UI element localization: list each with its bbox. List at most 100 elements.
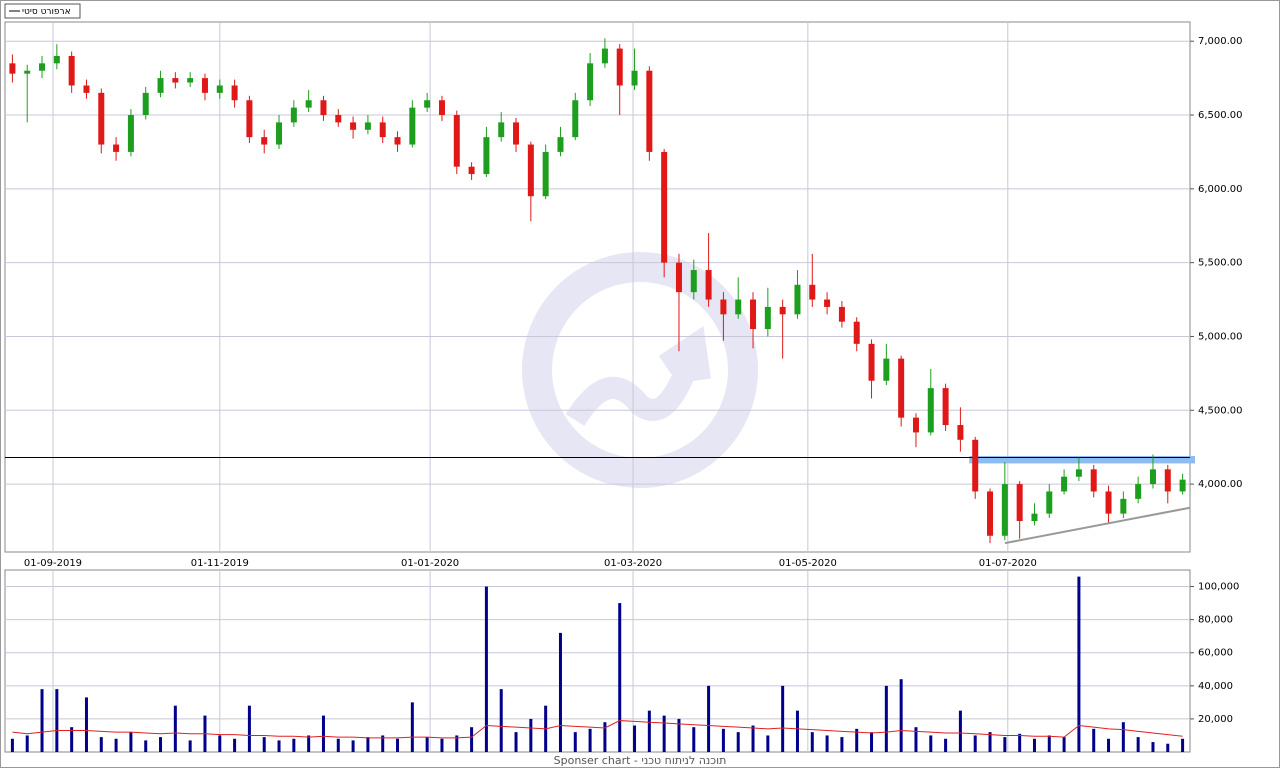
- candle-body: [98, 92, 105, 145]
- volume-bar: [573, 732, 577, 752]
- volume-bar: [736, 732, 740, 752]
- y-tick-label: 80,000: [1198, 615, 1233, 626]
- volume-bar: [366, 737, 370, 752]
- x-tick-label: 01-05-2020: [779, 558, 837, 569]
- candle-body: [438, 100, 445, 116]
- volume-bar: [944, 738, 948, 752]
- volume-bar: [262, 737, 266, 752]
- candle-body: [972, 439, 979, 492]
- y-tick-label: 5,000.00: [1198, 331, 1243, 342]
- y-tick-label: 4,000.00: [1198, 479, 1243, 490]
- candle-body: [1135, 484, 1142, 499]
- candle-body: [527, 144, 534, 197]
- volume-bar: [633, 725, 637, 752]
- candle-body: [587, 63, 594, 101]
- candle-body: [735, 299, 742, 315]
- candle-body: [720, 299, 727, 315]
- x-tick-label: 01-09-2019: [24, 558, 82, 569]
- volume-bar: [558, 632, 562, 752]
- volume-bar: [1181, 738, 1185, 752]
- x-tick-label: 01-03-2020: [604, 558, 662, 569]
- x-tick-label: 01-11-2019: [191, 558, 249, 569]
- volume-bar: [514, 732, 518, 752]
- volume-bar: [662, 715, 666, 752]
- candle-body: [838, 306, 845, 322]
- candle-body: [705, 270, 712, 300]
- volume-bar: [144, 740, 148, 752]
- volume-bar: [470, 727, 474, 752]
- candle-body: [557, 137, 564, 152]
- candle-body: [853, 321, 860, 344]
- volume-bar: [781, 685, 785, 752]
- candle-body: [290, 107, 297, 123]
- candle-body: [424, 100, 431, 108]
- candle-body: [1061, 476, 1068, 492]
- candle-body: [1016, 484, 1023, 521]
- volume-bar: [1121, 722, 1125, 752]
- volume-bar: [1018, 733, 1022, 752]
- legend-label: ארפורט סיטי: [22, 7, 71, 17]
- trend-line: [1004, 506, 1191, 545]
- candle-body: [809, 284, 816, 300]
- candle-body: [824, 299, 831, 307]
- volume-bar: [84, 697, 88, 752]
- volume-bar: [1107, 738, 1111, 752]
- volume-bar: [381, 735, 385, 752]
- candle-body: [261, 137, 268, 145]
- volume-bar: [484, 586, 488, 752]
- volume-bar: [958, 710, 962, 752]
- y-tick-label: 20,000: [1198, 714, 1233, 725]
- volume-bar: [1062, 737, 1066, 752]
- candle-body: [350, 122, 357, 130]
- watermark: [522, 252, 758, 488]
- volume-bar: [1136, 737, 1140, 752]
- volume-bar: [721, 728, 725, 752]
- candle-body: [646, 70, 653, 152]
- volume-bar: [751, 725, 755, 752]
- volume-bar: [440, 738, 444, 752]
- volume-bar: [425, 737, 429, 752]
- y-tick-label: 6,500.00: [1198, 110, 1243, 121]
- volume-bar: [70, 727, 74, 752]
- volume-bar: [292, 738, 296, 752]
- watermark-arrow: [565, 326, 711, 427]
- candle-body: [542, 151, 549, 197]
- footer: Sponser chart - תוכנה לניתוח טכני: [554, 754, 727, 767]
- candle-body: [1031, 513, 1038, 521]
- volume-bar: [1166, 743, 1170, 752]
- volume-bar: [707, 685, 711, 752]
- watermark-ring: [522, 252, 758, 488]
- candle-body: [320, 100, 327, 116]
- candle-body: [883, 358, 890, 381]
- candle-body: [690, 270, 697, 293]
- volume-bar: [1003, 737, 1007, 752]
- candle-body: [498, 122, 505, 138]
- price-panel: [4, 21, 1191, 553]
- candle-body: [453, 115, 460, 167]
- candle-body: [987, 491, 994, 536]
- candle-body: [172, 78, 179, 83]
- y-tick-label: 5,500.00: [1198, 258, 1243, 269]
- volume-bar: [1151, 742, 1155, 752]
- volume-bar: [840, 737, 844, 752]
- volume-bar: [914, 727, 918, 752]
- volume-bar: [618, 603, 622, 752]
- candle-body: [675, 262, 682, 293]
- candle-body: [601, 48, 608, 64]
- volume-bar: [529, 718, 533, 752]
- volume-bar: [884, 685, 888, 752]
- candle-body: [409, 107, 416, 145]
- candle-body: [912, 417, 919, 433]
- volume-bar: [114, 738, 118, 752]
- volume-bar: [692, 727, 696, 752]
- candle-body: [898, 358, 905, 418]
- volume-bar: [588, 728, 592, 752]
- candle-body: [1179, 479, 1186, 492]
- candle-body: [1149, 469, 1156, 485]
- volume-bar: [1032, 738, 1036, 752]
- candle-body: [364, 122, 371, 130]
- candle-body: [764, 306, 771, 330]
- candle-body: [868, 343, 875, 381]
- candle-body: [1075, 469, 1082, 477]
